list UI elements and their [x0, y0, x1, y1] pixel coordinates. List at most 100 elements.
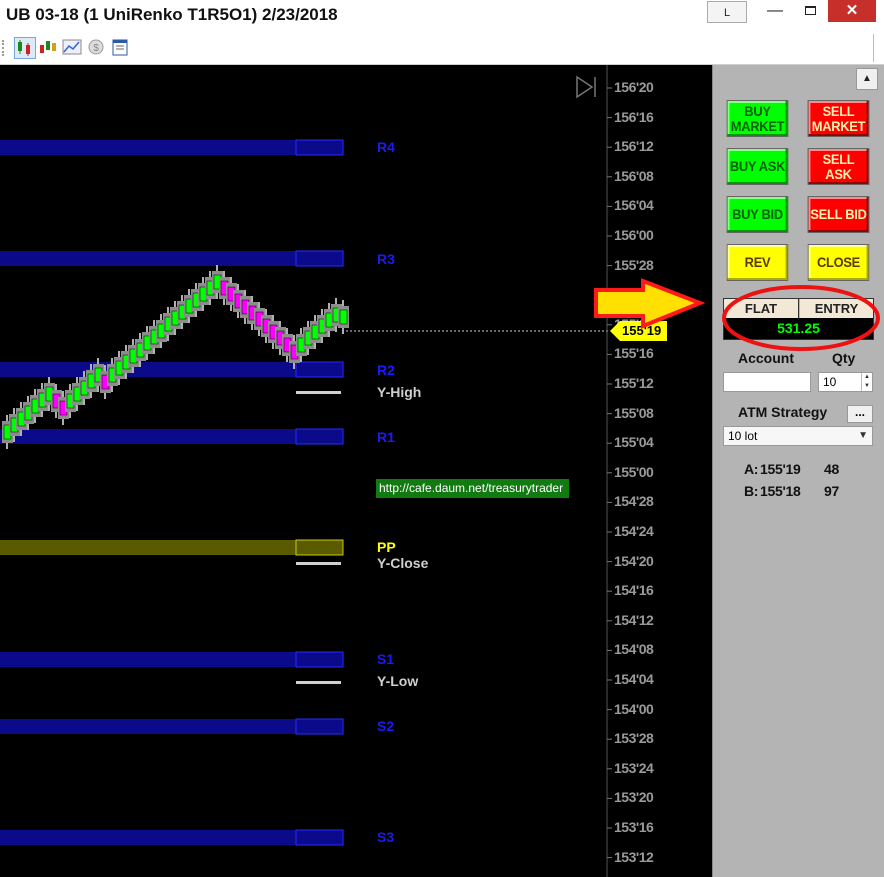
price-axis-tick: 153'16	[614, 819, 654, 835]
pivot-s2-band	[0, 719, 343, 734]
price-axis-tick: 156'20	[614, 79, 654, 95]
qty-spin-icon[interactable]: ▲ ▼	[861, 373, 872, 391]
maximize-icon	[804, 6, 816, 15]
window-title: UB 03-18 (1 UniRenko T1R5O1) 2/23/2018	[6, 5, 338, 24]
pivot-s2-label: S2	[377, 718, 395, 734]
atm-strategy-select[interactable]: 10 lot ▼	[723, 426, 873, 446]
bid-label: B:	[744, 483, 759, 499]
price-axis-tick: 154'16	[614, 582, 654, 599]
position-status: FLAT	[724, 299, 799, 318]
price-axis-tick: 154'28	[614, 493, 654, 510]
pivot-s2-band-outline	[295, 718, 344, 735]
dollar-icon[interactable]: $	[86, 37, 108, 59]
order-panel: ▲ BUY MARKET SELL MARKET BUY ASK SELL AS…	[712, 65, 884, 877]
pivot-r1-band	[0, 429, 343, 444]
price-axis-tick: 154'12	[614, 611, 654, 628]
bid-size: 97	[824, 483, 839, 499]
sell-market-button[interactable]: SELL MARKET	[807, 100, 870, 137]
buy-ask-button[interactable]: BUY ASK	[726, 148, 789, 185]
close-position-button[interactable]: CLOSE	[807, 244, 870, 281]
ask-size: 48	[824, 461, 839, 477]
atm-strategy-label: ATM Strategy	[738, 404, 828, 420]
price-axis-tick: 154'20	[614, 552, 654, 569]
pivot-r4-band	[0, 140, 343, 155]
ask-price: 155'19	[760, 461, 801, 477]
last-price-marker: 155'19	[610, 321, 667, 341]
maximize-button[interactable]	[795, 0, 825, 22]
pivot-r3-label: R3	[377, 251, 395, 267]
y-low-line	[296, 681, 341, 684]
chart-bars-icon[interactable]	[14, 37, 36, 59]
account-select[interactable]	[723, 372, 811, 392]
buy-market-button[interactable]: BUY MARKET	[726, 100, 789, 137]
pivot-s1-band-outline	[295, 651, 344, 668]
link-button[interactable]: L	[707, 1, 747, 23]
pivot-r4-band-outline	[295, 139, 344, 156]
y-low-label: Y-Low	[377, 673, 419, 689]
price-axis-tick: 156'04	[614, 197, 654, 214]
scroll-to-end-icon[interactable]	[576, 75, 596, 99]
price-axis-tick: 155'28	[614, 256, 654, 273]
price-axis-tick: 156'00	[614, 227, 654, 243]
line-chart-icon[interactable]	[62, 37, 84, 59]
price-axis-tick: 154'04	[614, 671, 654, 687]
price-axis-tick: 153'24	[614, 759, 654, 776]
account-label: Account	[738, 350, 794, 366]
price-axis-tick: 154'08	[614, 641, 654, 658]
price-axis-tick: 156'16	[614, 108, 654, 125]
reverse-button[interactable]: REV	[726, 244, 789, 281]
pivot-s3-label: S3	[377, 829, 395, 845]
pivot-s3-band	[0, 830, 343, 845]
price-axis-tick: 155'04	[614, 434, 654, 451]
properties-icon[interactable]	[110, 37, 132, 59]
chart-canvas	[0, 65, 612, 877]
price-axis-tick: 154'00	[614, 700, 654, 717]
chart-area[interactable]: 156'20 156'16 156'12 156'08 156'04 156'00 155'…	[0, 65, 712, 877]
qty-label: Qty	[832, 350, 856, 366]
toolbar-grip	[2, 40, 7, 56]
position-display: FLAT ENTRY 531.25	[723, 298, 874, 340]
y-close-line	[296, 562, 341, 565]
position-pnl: 531.25	[724, 318, 873, 339]
pivot-r4-label: R4	[377, 139, 395, 155]
price-axis-tick: 153'12	[614, 848, 654, 865]
pivot-r3-band-outline	[295, 250, 344, 267]
y-high-label: Y-High	[377, 384, 422, 400]
minimize-button[interactable]: —	[767, 2, 783, 19]
qty-stepper[interactable]: 10 ▲ ▼	[818, 372, 873, 392]
y-close-label: Y-Close	[377, 555, 429, 571]
ask-label: A:	[744, 461, 759, 477]
toolbar-separator	[864, 34, 874, 62]
pivot-r1-band-outline	[295, 428, 344, 445]
chevron-down-icon: ▼	[858, 430, 868, 441]
pivot-r3-band	[0, 251, 343, 266]
price-axis-tick: 155'16	[614, 345, 654, 362]
close-button[interactable]: ✕	[828, 0, 876, 22]
buy-bid-button[interactable]: BUY BID	[726, 196, 789, 233]
price-axis-tick: 156'08	[614, 167, 654, 184]
scroll-up-button[interactable]: ▲	[856, 68, 878, 90]
chart-toolbar: $	[0, 32, 884, 65]
price-axis-tick: 156'12	[614, 138, 654, 155]
position-entry-label: ENTRY	[800, 299, 873, 318]
price-axis-tick: 153'28	[614, 730, 654, 747]
price-axis-tick: 155'12	[614, 375, 654, 391]
pivot-s1-label: S1	[377, 651, 395, 667]
pivot-r2-band	[0, 362, 343, 377]
atm-selected-value: 10 lot	[728, 429, 758, 443]
y-high-line	[296, 391, 341, 394]
pivot-s1-band	[0, 652, 343, 667]
pivot-r2-band-outline	[295, 361, 344, 378]
pivot-pp-band	[0, 540, 343, 555]
watermark-url: http://cafe.daum.net/treasurytrader	[376, 479, 569, 498]
sell-ask-button[interactable]: SELL ASK	[807, 148, 870, 185]
atm-more-button[interactable]: ...	[847, 405, 873, 423]
pivot-pp-label: PP	[377, 539, 396, 555]
title-bar: UB 03-18 (1 UniRenko T1R5O1) 2/23/2018 L…	[0, 0, 884, 32]
price-axis-tick: 154'24	[614, 523, 654, 539]
sell-bid-button[interactable]: SELL BID	[807, 196, 870, 233]
price-axis-tick: 153'20	[614, 789, 654, 806]
svg-text:$: $	[93, 43, 99, 54]
pivot-r2-label: R2	[377, 362, 395, 378]
candlestick-icon[interactable]	[38, 37, 60, 59]
